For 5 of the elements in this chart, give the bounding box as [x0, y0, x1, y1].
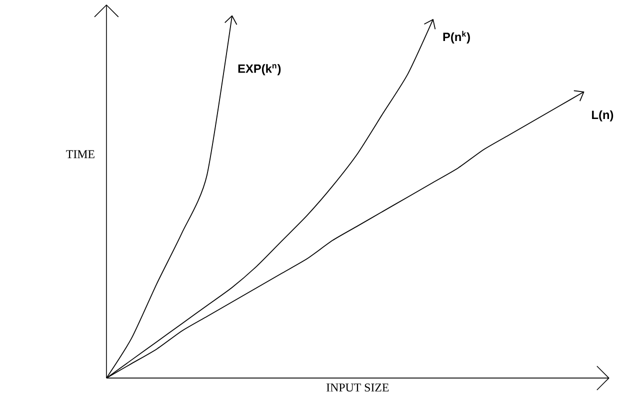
series-label: L(n)	[592, 110, 614, 122]
series-label: EXP(k$^{n}$)	[238, 64, 281, 76]
x-axis-title: INPUT SIZE	[326, 384, 389, 392]
series-label: P(n$^{k}$)	[443, 30, 470, 44]
y-axis-title: TIME	[66, 150, 94, 158]
